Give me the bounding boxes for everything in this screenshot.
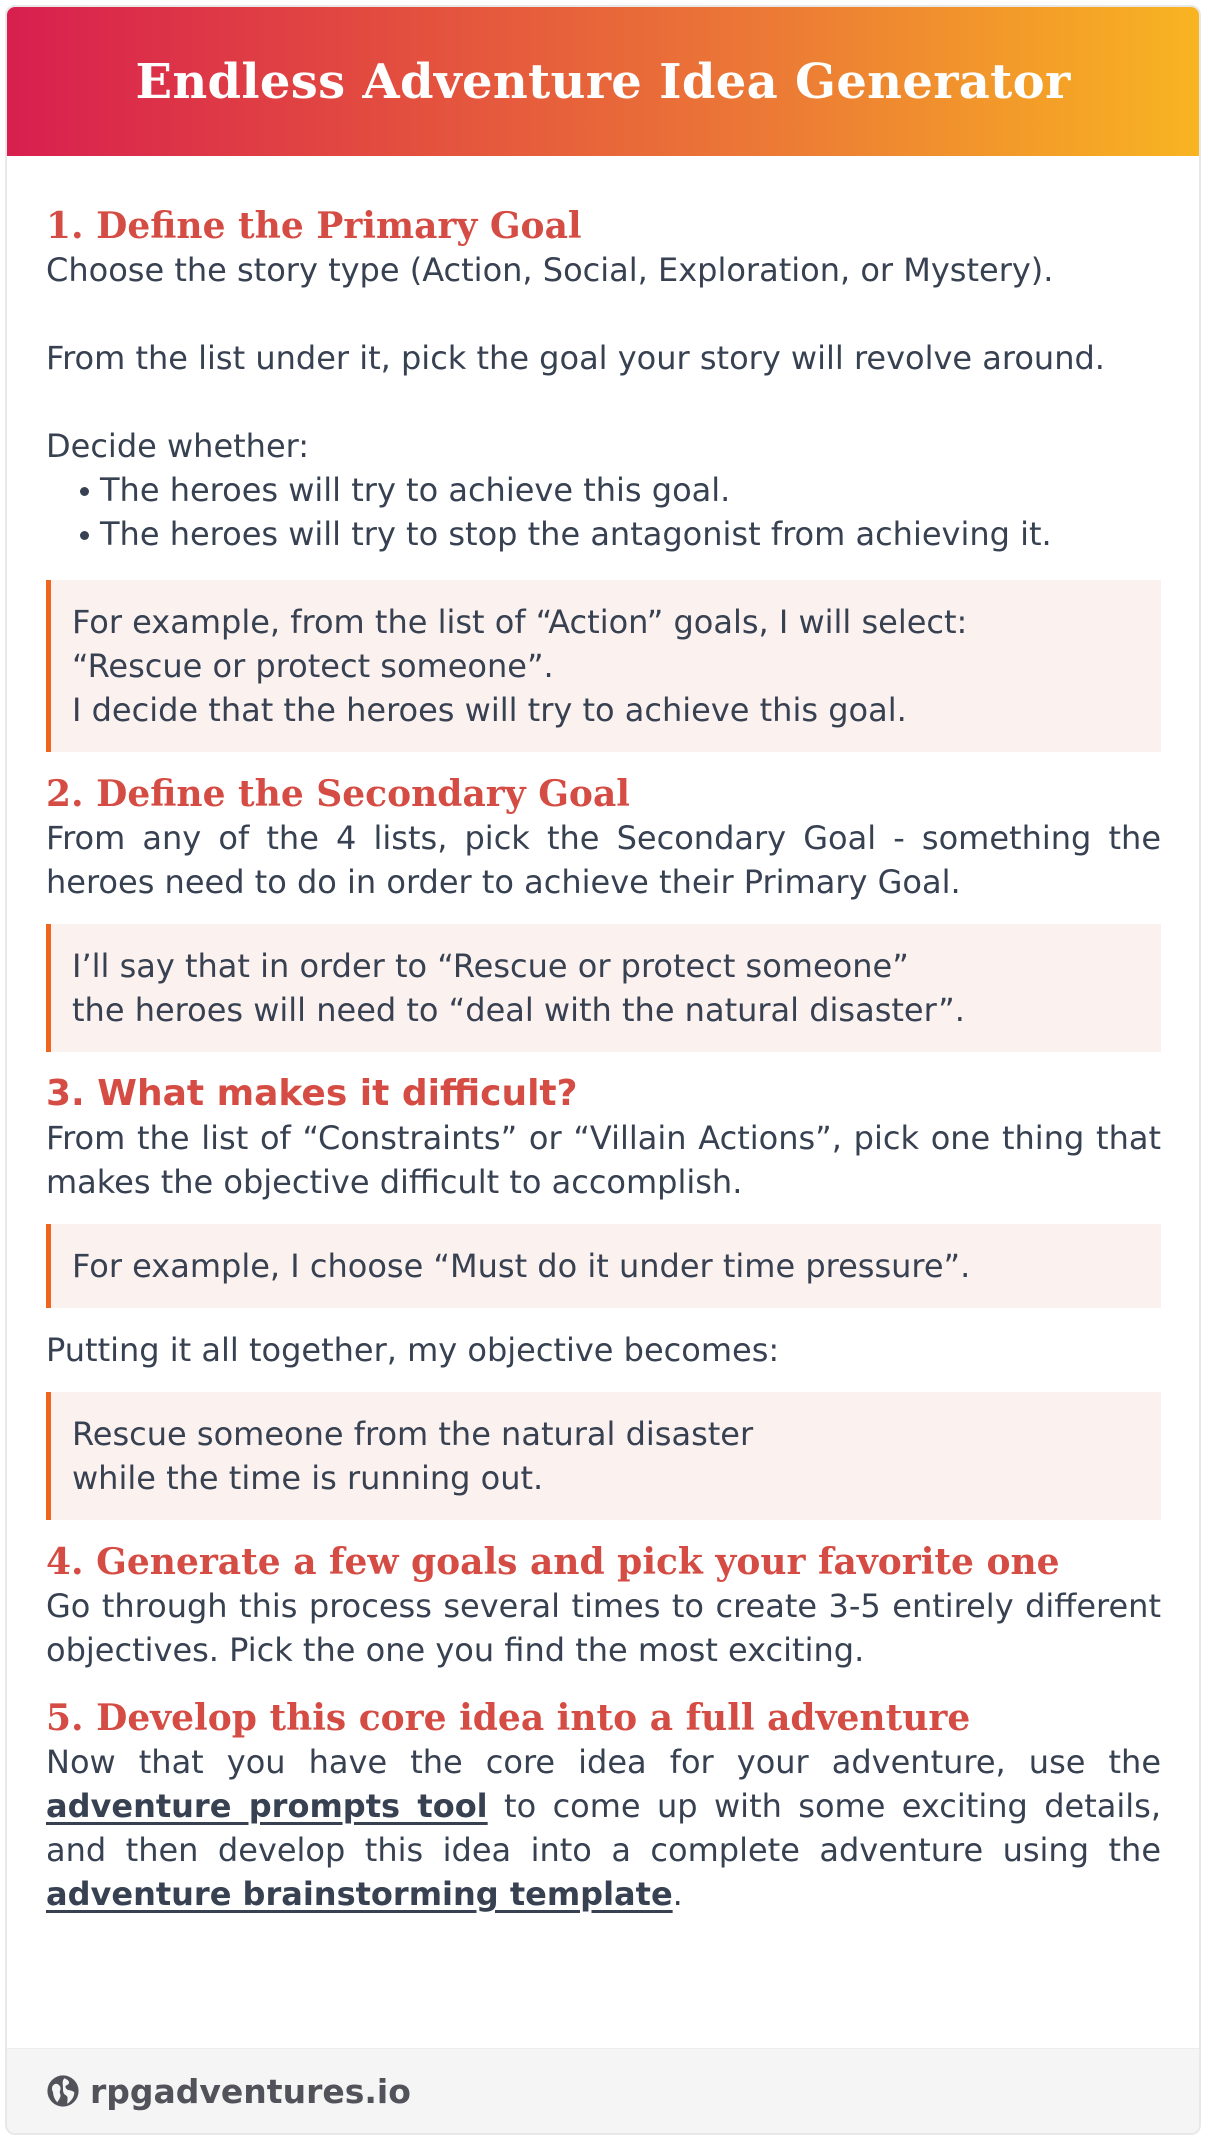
page-title: Endless Adventure Idea Generator bbox=[135, 53, 1071, 110]
step-4-heading: 4. Generate a few goals and pick your fa… bbox=[46, 1541, 1060, 1583]
header-banner: Endless Adventure Idea Generator bbox=[7, 7, 1199, 156]
example-text: For example, from the list of “Action” g… bbox=[72, 603, 968, 641]
step-3-example: For example, I choose “Must do it under … bbox=[46, 1224, 1161, 1308]
result-text: while the time is running out. bbox=[72, 1459, 544, 1497]
step-5-text-b: to come up with some exciting details, a… bbox=[46, 1787, 1162, 1869]
step-5-text-c: . bbox=[672, 1875, 683, 1913]
list-item: The heroes will try to achieve this goal… bbox=[80, 468, 1161, 512]
list-item: The heroes will try to stop the antagoni… bbox=[80, 512, 1161, 556]
step-3-text-2: Putting it all together, my objective be… bbox=[46, 1331, 780, 1369]
adventure-brainstorming-template-link[interactable]: adventure brainstorming template bbox=[46, 1875, 673, 1913]
example-text: I decide that the heroes will try to ach… bbox=[72, 691, 907, 729]
example-text: the heroes will need to “deal with the n… bbox=[72, 991, 965, 1029]
step-5-heading: 5. Develop this core idea into a full ad… bbox=[46, 1697, 971, 1739]
globe-icon bbox=[47, 2075, 79, 2107]
step-1-section: 1. Define the Primary Goal Choose the st… bbox=[46, 204, 1161, 752]
step-2-text: From any of the 4 lists, pick the Second… bbox=[46, 819, 1161, 901]
step-3-text-1: From the list of “Constraints” or “Villa… bbox=[46, 1119, 1161, 1201]
result-text: Rescue someone from the natural disaster bbox=[72, 1415, 754, 1453]
step-2-example: I’ll say that in order to “Rescue or pro… bbox=[46, 924, 1161, 1052]
content: 1. Define the Primary Goal Choose the st… bbox=[7, 156, 1199, 1916]
step-1-text-2: From the list under it, pick the goal yo… bbox=[46, 339, 1105, 377]
step-5-text-a: Now that you have the core idea for your… bbox=[46, 1743, 1161, 1781]
step-5-text: Now that you have the core idea for your… bbox=[46, 1740, 1161, 1916]
step-1-heading: 1. Define the Primary Goal bbox=[46, 205, 582, 247]
step-1-bullet-list: The heroes will try to achieve this goal… bbox=[80, 468, 1161, 556]
adventure-prompts-tool-link[interactable]: adventure prompts tool bbox=[46, 1787, 488, 1825]
example-text: For example, I choose “Must do it under … bbox=[72, 1247, 971, 1285]
step-3-result: Rescue someone from the natural disaster… bbox=[46, 1392, 1161, 1520]
example-text: I’ll say that in order to “Rescue or pro… bbox=[72, 947, 909, 985]
step-4-section: 4. Generate a few goals and pick your fa… bbox=[46, 1540, 1161, 1672]
step-4-text: Go through this process several times to… bbox=[46, 1587, 1161, 1669]
site-name: rpgadventures.io bbox=[90, 2071, 411, 2111]
step-2-section: 2. Define the Secondary Goal From any of… bbox=[46, 772, 1161, 1052]
guide-card: Endless Adventure Idea Generator 1. Defi… bbox=[5, 5, 1201, 2135]
step-5-section: 5. Develop this core idea into a full ad… bbox=[46, 1696, 1161, 1916]
footer: rpgadventures.io bbox=[7, 2048, 1199, 2133]
step-3-heading: 3. What makes it difficult? bbox=[46, 1073, 578, 1114]
step-1-text-3: Decide whether: bbox=[46, 427, 310, 465]
step-1-example: For example, from the list of “Action” g… bbox=[46, 580, 1161, 752]
step-2-heading: 2. Define the Secondary Goal bbox=[46, 773, 630, 815]
example-text: “Rescue or protect someone”. bbox=[72, 647, 554, 685]
step-1-text-1: Choose the story type (Action, Social, E… bbox=[46, 251, 1054, 289]
step-3-section: 3. What makes it difficult? From the lis… bbox=[46, 1072, 1161, 1520]
